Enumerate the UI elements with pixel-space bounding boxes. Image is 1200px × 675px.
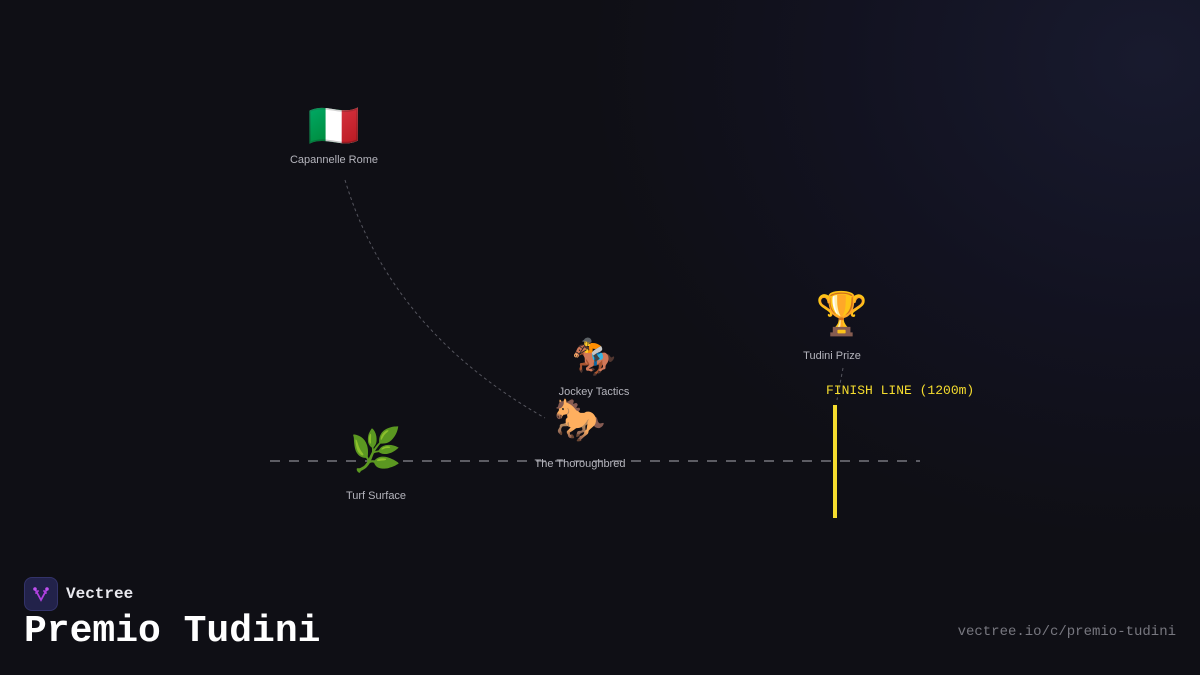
vectree-logo-icon	[24, 577, 58, 611]
connector-rome-thoroughbred	[344, 179, 546, 419]
page-title: Premio Tudini	[24, 610, 321, 653]
brand-name: Vectree	[66, 585, 134, 603]
trophy-icon: 🏆	[815, 289, 869, 338]
node-label: Jockey Tactics	[558, 386, 630, 398]
node-label: Capannelle Rome	[289, 154, 379, 166]
herb-icon: 🌿	[349, 425, 403, 474]
italy-flag-icon: 🇮🇹	[307, 101, 361, 150]
horse-racing-icon: 🏇	[571, 337, 617, 378]
node-jockey-tactics[interactable]: 🏇 Jockey Tactics	[559, 334, 630, 398]
node-label: The Thoroughbred	[534, 458, 626, 470]
brand: Vectree	[24, 577, 133, 611]
finish-line-label: FINISH LINE (1200m)	[826, 383, 975, 398]
node-label: Tudini Prize	[803, 350, 861, 362]
node-label: Turf Surface	[345, 490, 407, 502]
finish-line	[833, 405, 837, 518]
node-the-thoroughbred[interactable]: 🐎 The Thoroughbred	[534, 395, 626, 471]
node-tudini-prize[interactable]: 🏆 Tudini Prize	[796, 289, 869, 363]
source-url[interactable]: vectree.io/c/premio-tudini	[957, 624, 1176, 640]
node-turf-surface[interactable]: 🌿 Turf Surface	[345, 425, 407, 503]
horse-icon: 🐎	[553, 395, 607, 444]
node-capannelle-rome[interactable]: 🇮🇹 Capannelle Rome	[289, 101, 379, 167]
